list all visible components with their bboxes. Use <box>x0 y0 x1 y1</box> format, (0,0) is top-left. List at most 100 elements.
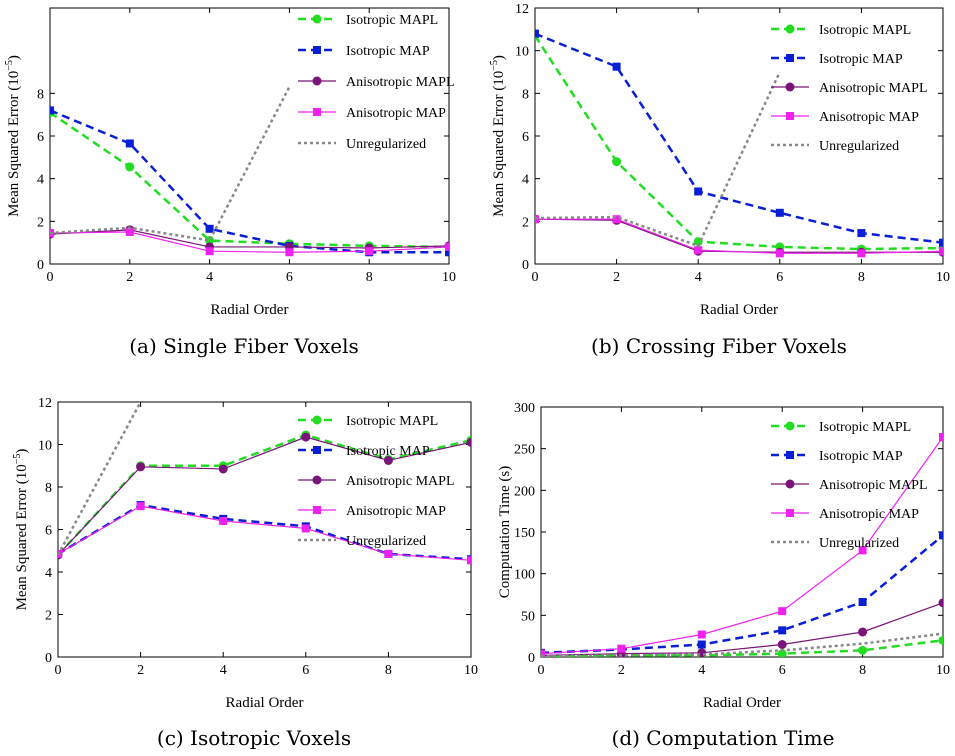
y-axis-label-text: Mean Squared Error (10 <box>6 71 22 217</box>
legend-label: Anisotropic MAPL <box>346 75 455 90</box>
y-tick-label: 300 <box>514 401 535 416</box>
y-axis-label: Computation Time (s) <box>497 466 513 599</box>
data-point <box>858 598 867 606</box>
x-tick-label: 4 <box>698 663 705 678</box>
series-line <box>535 32 943 244</box>
legend-label: Isotropic MAPL <box>346 414 438 429</box>
y-tick-label: 6 <box>45 524 52 539</box>
series-line <box>535 218 943 254</box>
plot-frame <box>57 401 472 658</box>
y-tick-label: 12 <box>515 2 529 17</box>
y-tick-label: 0 <box>37 258 44 273</box>
y-tick-label: 10 <box>38 439 52 454</box>
plot-frame <box>540 406 944 658</box>
panel-caption: (a) Single Fiber Voxels <box>129 334 359 358</box>
data-point <box>365 247 374 256</box>
data-point <box>125 228 134 236</box>
x-tick-label: 2 <box>613 270 620 285</box>
data-point <box>125 139 134 148</box>
x-tick-label: 0 <box>55 663 62 678</box>
x-tick-label: 0 <box>47 270 54 285</box>
data-point <box>466 437 471 447</box>
legend-swatch-marker <box>785 82 795 92</box>
data-point <box>467 556 471 565</box>
y-tick-label: 4 <box>522 173 529 188</box>
plot-frame <box>534 7 944 265</box>
data-point <box>205 224 214 233</box>
data-point <box>939 247 943 256</box>
y-tick-label: 6 <box>37 130 44 145</box>
legend-label: Isotropic MAP <box>346 444 430 459</box>
x-axis-label: Radial Order <box>226 695 304 711</box>
legend-label: Anisotropic MAP <box>819 507 919 522</box>
plot-area <box>50 86 449 257</box>
legend-label: Anisotropic MAPL <box>819 478 928 493</box>
x-axis-label: Radial Order <box>700 302 778 318</box>
legend-label: Isotropic MAP <box>819 52 903 67</box>
x-tick-label: 0 <box>538 663 545 678</box>
legend-label: Anisotropic MAPL <box>819 81 928 96</box>
data-point <box>383 455 393 465</box>
y-axis-label-text: Computation Time (s) <box>497 466 513 599</box>
data-point <box>778 607 787 616</box>
data-point <box>697 630 706 639</box>
data-point <box>285 248 294 257</box>
plot-area <box>541 433 943 657</box>
legend-label: Isotropic MAP <box>819 449 903 464</box>
y-tick-label: 0 <box>45 651 52 666</box>
data-point <box>612 157 622 167</box>
data-point <box>58 549 62 558</box>
x-tick-label: 4 <box>220 663 227 678</box>
data-point <box>858 627 868 637</box>
legend: Isotropic MAPL Isotropic MAP Anisotropic M… <box>298 13 455 152</box>
series-line <box>58 503 471 561</box>
legend-label: Unregularized <box>819 139 899 154</box>
legend-label: Anisotropic MAP <box>819 110 919 125</box>
x-tick-label: 10 <box>936 270 950 285</box>
y-axis-label-close: ) <box>491 55 507 60</box>
data-point <box>858 546 867 555</box>
legend: Isotropic MAPL Isotropic MAP Anisotropic M… <box>771 23 928 154</box>
y-axis-label-close: ) <box>14 449 30 454</box>
y-tick-label: 100 <box>514 568 535 583</box>
series-line <box>50 86 291 242</box>
data-point <box>857 229 866 238</box>
data-point <box>301 524 310 533</box>
series-line <box>58 402 142 556</box>
y-tick-label: 4 <box>37 173 44 188</box>
panel-caption: (c) Isotropic Voxels <box>157 726 351 750</box>
x-tick-label: 6 <box>302 663 309 678</box>
y-axis-label-exponent: −5 <box>4 60 15 71</box>
y-axis-label-exponent: −5 <box>12 454 23 465</box>
series-line <box>50 109 449 254</box>
legend-label: Anisotropic MAP <box>346 106 446 121</box>
data-point <box>775 208 784 217</box>
legend-swatch-marker <box>312 14 322 24</box>
data-point <box>535 29 539 38</box>
x-tick-label: 4 <box>206 270 213 285</box>
legend-swatch-marker <box>785 421 795 431</box>
data-point <box>697 648 707 657</box>
legend-swatch-marker <box>312 76 322 86</box>
legend-swatch-marker <box>312 475 322 485</box>
y-tick-label: 8 <box>522 87 529 102</box>
legend-label: Anisotropic MAPL <box>346 474 455 489</box>
series-line <box>541 602 943 656</box>
series-line <box>541 534 943 655</box>
chart-panel: 0 2 4 6 8 10 0 2 4 6 8 10 12 Radial Order Mean Squared… <box>12 396 478 750</box>
series-line <box>541 436 943 655</box>
legend-swatch-marker <box>313 506 321 514</box>
y-tick-label: 50 <box>521 609 535 624</box>
series-line <box>535 71 781 248</box>
x-tick-label: 6 <box>286 270 293 285</box>
series-line <box>50 229 449 249</box>
legend-swatch-marker <box>313 108 321 116</box>
y-tick-label: 0 <box>522 258 529 273</box>
y-tick-label: 250 <box>514 443 535 458</box>
x-tick-label: 6 <box>776 270 783 285</box>
y-tick-label: 0 <box>528 651 535 666</box>
legend-swatch-marker <box>312 415 322 425</box>
panel-caption: (d) Computation Time <box>612 726 835 750</box>
y-tick-label: 2 <box>45 609 52 624</box>
